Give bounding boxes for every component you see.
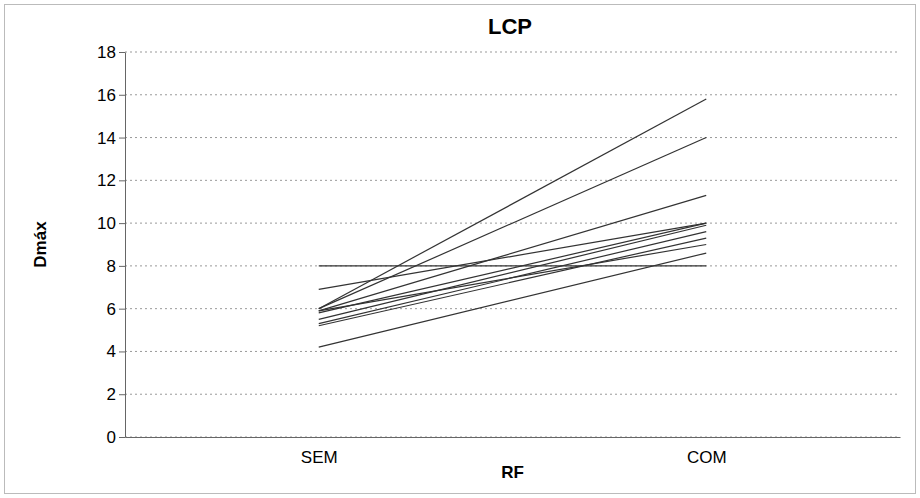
y-tick: 6 <box>107 300 125 319</box>
grid-line <box>125 394 900 395</box>
series-line <box>319 223 707 289</box>
y-tick-mark <box>119 394 125 395</box>
y-tick-label: 18 <box>97 43 116 62</box>
grid-line <box>125 351 900 352</box>
series-line <box>319 223 707 313</box>
y-axis: 0 2 4 6 8 10 12 14 16 18 <box>97 43 125 447</box>
x-tick: COM <box>687 437 727 467</box>
y-tick: 10 <box>97 214 125 233</box>
series-line <box>319 245 707 311</box>
y-tick: 14 <box>97 128 125 147</box>
x-tick-label: SEM <box>301 448 338 467</box>
y-tick-label: 0 <box>107 428 116 447</box>
y-tick-mark <box>119 223 125 224</box>
x-tick-label: COM <box>687 448 727 467</box>
series-line <box>319 138 707 309</box>
x-tick: SEM <box>301 437 338 467</box>
x-axis-line <box>126 437 901 438</box>
y-tick: 18 <box>97 43 125 62</box>
y-tick-label: 4 <box>107 342 116 361</box>
series-line <box>319 232 707 324</box>
y-tick-mark <box>119 266 125 267</box>
y-tick: 0 <box>107 428 125 447</box>
grid-line <box>125 308 900 309</box>
y-tick-mark <box>119 138 125 139</box>
y-tick: 4 <box>107 342 125 361</box>
grid-line <box>125 52 900 53</box>
frame <box>5 5 916 494</box>
y-tick-label: 12 <box>97 171 116 190</box>
y-tick-label: 14 <box>97 128 116 147</box>
chart: 0 2 4 6 8 10 12 14 16 18 SEM COM LCP RF Dmáx <box>0 0 920 498</box>
grid <box>125 52 900 437</box>
series-line <box>319 225 707 319</box>
y-tick: 12 <box>97 171 125 190</box>
y-tick-mark <box>119 52 125 53</box>
y-tick: 8 <box>107 257 125 276</box>
y-tick-label: 2 <box>107 385 116 404</box>
y-tick: 2 <box>107 385 125 404</box>
series-line <box>319 253 707 347</box>
series-line <box>319 265 707 266</box>
y-axis-line <box>125 53 126 438</box>
grid-line <box>125 180 900 181</box>
y-tick: 16 <box>97 86 125 105</box>
lines <box>319 99 707 347</box>
y-tick-mark <box>119 351 125 352</box>
y-tick-label: 10 <box>97 214 116 233</box>
title: LCP <box>488 14 532 39</box>
y-tick-label: 16 <box>97 86 116 105</box>
series-line <box>319 238 707 326</box>
y-axis-title: Dmáx <box>31 221 50 268</box>
grid-line <box>125 437 900 438</box>
y-tick-label: 8 <box>107 257 116 276</box>
y-tick-label: 6 <box>107 300 116 319</box>
y-tick-mark <box>119 95 125 96</box>
y-tick-mark <box>119 180 125 181</box>
grid-line <box>125 265 900 266</box>
x-axis-title: RF <box>501 463 524 482</box>
grid-line <box>125 137 900 138</box>
y-tick-mark <box>119 309 125 310</box>
y-tick-mark <box>119 437 125 438</box>
grid-line <box>125 94 900 95</box>
series-line <box>319 195 707 311</box>
